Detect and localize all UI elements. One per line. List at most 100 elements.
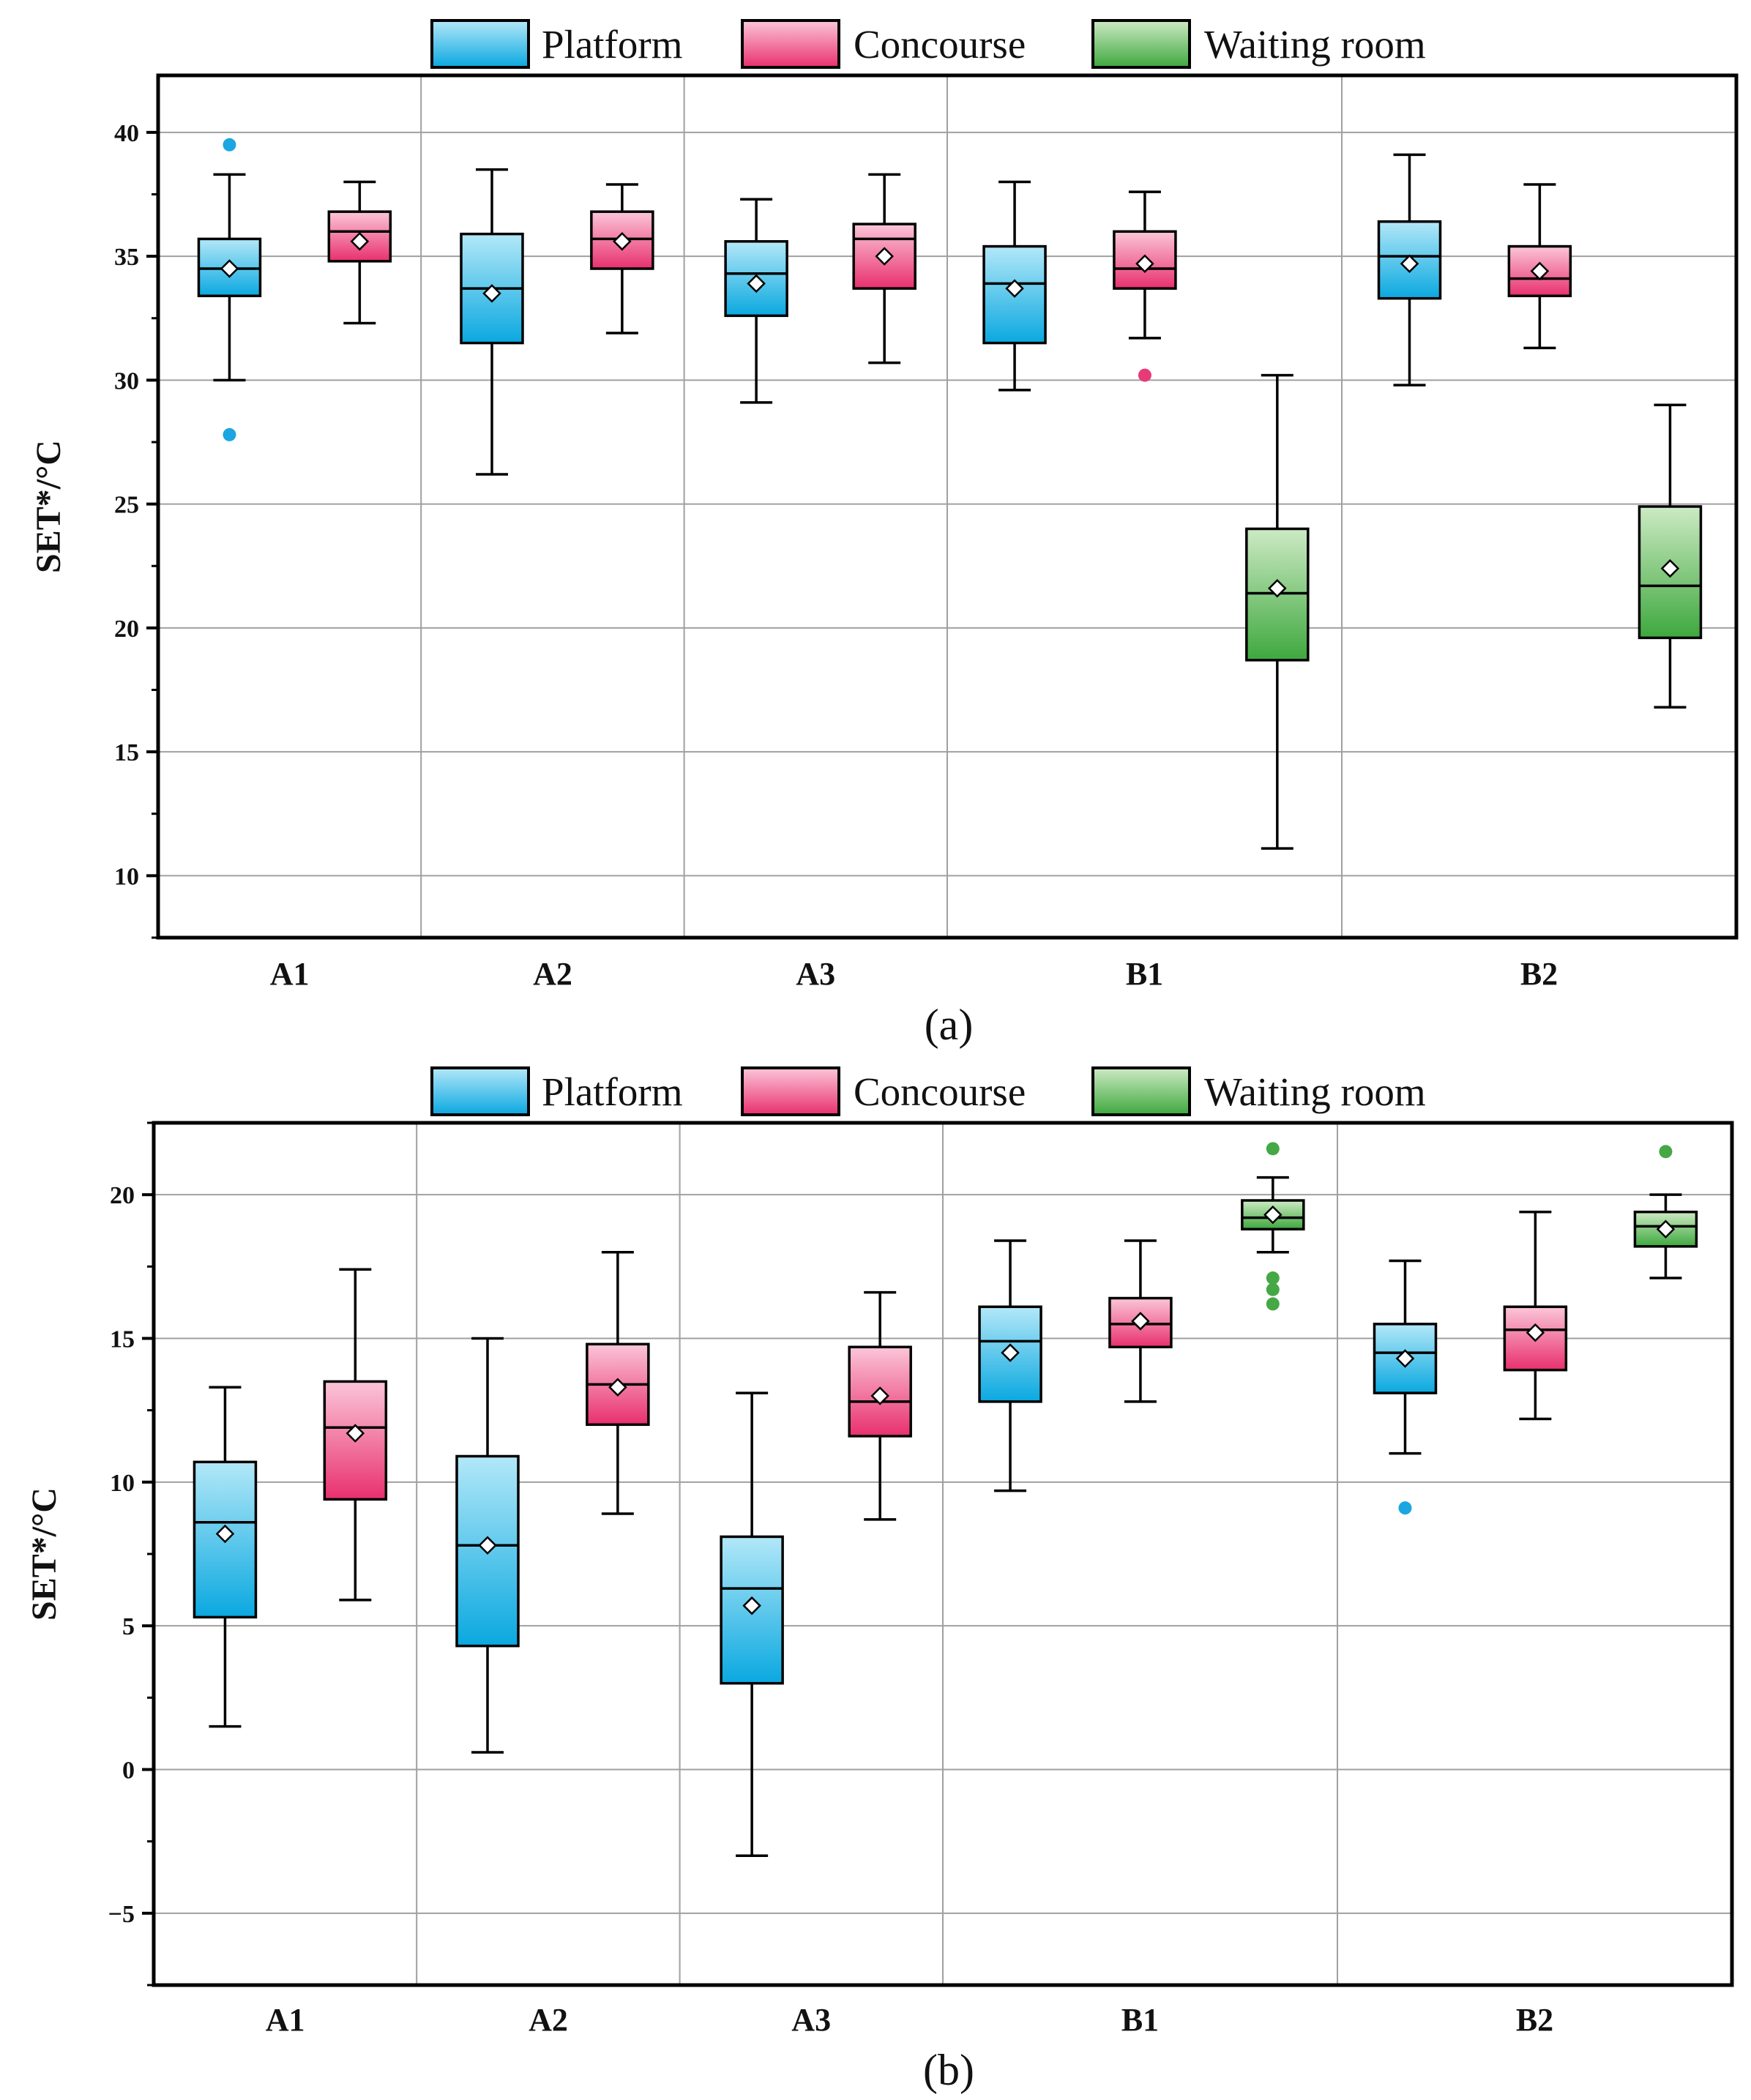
box-b1-platform (978, 1239, 1042, 1492)
box-iqr (1503, 1305, 1568, 1372)
mean-marker (1131, 1312, 1150, 1331)
box-b1-waiting-room (1241, 1142, 1305, 1311)
box-b2-concourse (1507, 183, 1572, 350)
y-tick-label: 10 (110, 1470, 135, 1497)
outlier-point (1398, 1501, 1412, 1515)
box-b2-platform (1373, 1259, 1438, 1515)
y-tick-label: 20 (110, 1182, 135, 1209)
box-b1-waiting-room (1245, 373, 1310, 850)
mean-marker (870, 1386, 889, 1405)
box-a1-concourse (327, 180, 392, 325)
caption-a: (a) (925, 1001, 974, 1049)
y-axis-label-b: SET*/°C (25, 1487, 64, 1621)
y-tick-label: 30 (114, 367, 139, 395)
box-b1-platform (982, 180, 1047, 392)
box-b2-waiting-room (1633, 1145, 1698, 1279)
mean-marker (215, 1524, 235, 1544)
outlier-point (1266, 1297, 1280, 1311)
box-a2-platform (455, 1337, 520, 1754)
mean-marker (1660, 558, 1680, 578)
boxes-b (193, 1142, 1698, 1858)
legend-swatch-platform (430, 19, 530, 69)
legend-swatch-concourse (741, 19, 840, 69)
box-iqr (323, 1380, 388, 1501)
x-category-label-b1: B1 (1121, 2002, 1159, 2038)
mean-marker (482, 284, 501, 303)
box-b1-concourse (1113, 190, 1177, 382)
outlier-point (1266, 1271, 1280, 1285)
outlier-point (1659, 1145, 1673, 1159)
x-category-label-b2: B2 (1520, 956, 1558, 992)
y-tick-label: −5 (108, 1901, 135, 1928)
legend-label-platform: Platform (542, 1069, 682, 1114)
y-tick-label: 25 (114, 492, 139, 519)
legend-b: Platform Concourse Waiting room (430, 1066, 1426, 1116)
box-a1-platform (193, 1386, 258, 1728)
boxes-a (197, 138, 1703, 850)
x-category-label-a1: A1 (266, 2002, 305, 2038)
box-iqr (982, 244, 1047, 345)
box-a1-concourse (323, 1268, 388, 1602)
legend-swatch-concourse (741, 1066, 840, 1116)
caption-b: (b) (923, 2046, 974, 2094)
legend-label-waiting-room: Waiting room (1204, 1069, 1426, 1114)
mean-marker (875, 247, 894, 266)
y-tick-label: 15 (114, 739, 139, 766)
x-category-label-a2: A2 (529, 2002, 568, 2038)
mean-marker (742, 1596, 761, 1615)
mean-marker (1263, 1205, 1283, 1225)
y-tick-label: 35 (114, 244, 139, 271)
legend-label-concourse: Concourse (854, 22, 1026, 67)
y-tick-label: 5 (122, 1613, 135, 1640)
y-tick-label: 20 (114, 616, 139, 643)
mean-marker (220, 259, 239, 278)
mean-marker (478, 1536, 497, 1555)
mean-marker (346, 1424, 365, 1443)
mean-marker (1395, 1349, 1415, 1368)
box-b2-concourse (1503, 1210, 1568, 1421)
box-a2-platform (460, 168, 524, 476)
legend-swatch-waiting-room (1091, 19, 1191, 69)
box-a1-platform (197, 138, 262, 441)
outlier-point (1266, 1282, 1280, 1296)
mean-marker (1400, 254, 1419, 274)
y-axis-label-a: SET*/°C (29, 440, 68, 573)
mean-marker (350, 232, 370, 251)
box-a3-platform (720, 1391, 784, 1858)
y-tick-label: 10 (114, 863, 139, 890)
legend-swatch-waiting-room (1091, 1066, 1191, 1116)
legend-swatch-platform (430, 1066, 530, 1116)
mean-marker (1526, 1323, 1545, 1342)
x-axis-a: A1 A2 A3 B1 B2 (270, 956, 1558, 992)
grid-b (154, 1123, 1732, 1985)
x-category-label-b1: B1 (1126, 956, 1163, 992)
box-a2-concourse (586, 1250, 650, 1515)
box-a3-platform (724, 198, 788, 404)
mean-marker (1005, 279, 1024, 298)
mean-marker (613, 232, 632, 251)
mean-marker (1135, 254, 1154, 274)
mean-marker (747, 274, 766, 294)
legend-label-concourse: Concourse (854, 1069, 1026, 1114)
box-b1-concourse (1108, 1239, 1173, 1403)
legend-a: Platform Concourse Waiting room (430, 19, 1426, 69)
outlier-point (223, 138, 236, 152)
grid-a (158, 75, 1736, 938)
outlier-point (223, 427, 236, 441)
plot-frame-a (156, 73, 1739, 940)
outlier-point (1138, 368, 1151, 382)
box-b2-waiting-room (1638, 403, 1703, 709)
mean-marker (1001, 1343, 1020, 1362)
legend-label-waiting-room: Waiting room (1204, 22, 1426, 67)
x-category-label-a3: A3 (796, 956, 835, 992)
box-b2-platform (1377, 153, 1442, 386)
y-tick-label: 40 (114, 120, 139, 147)
panel-b: Platform Concourse Waiting room −5 0 5 10 15 20… (25, 1066, 1734, 2094)
box-a2-concourse (590, 183, 654, 335)
mean-marker (1530, 261, 1550, 281)
x-category-label-a3: A3 (791, 2002, 831, 2038)
mean-marker (1656, 1219, 1676, 1239)
x-category-label-a2: A2 (533, 956, 572, 992)
y-axis-a: 10 15 20 25 30 35 40 (114, 120, 158, 939)
